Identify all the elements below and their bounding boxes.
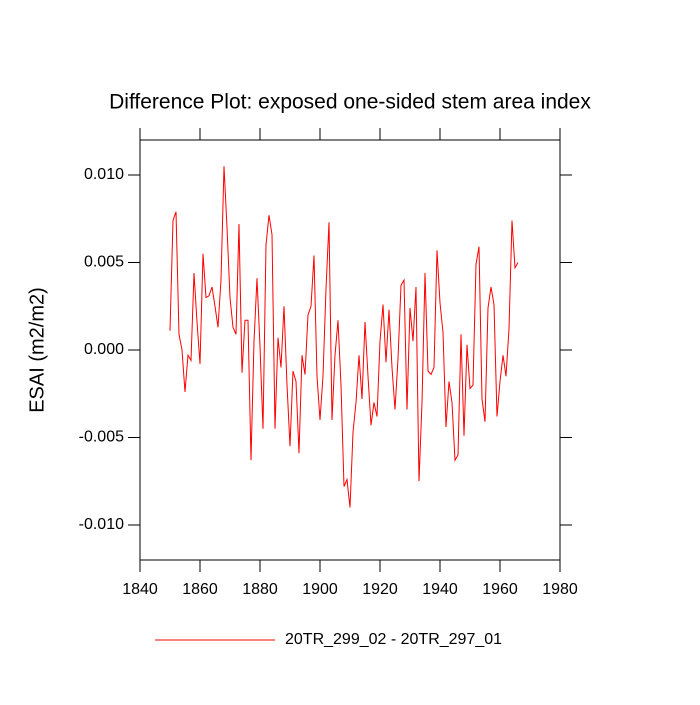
data-line: [169, 166, 519, 508]
chart-title: Difference Plot: exposed one-sided stem …: [109, 91, 591, 114]
legend-label: 20TR_299_02 - 20TR_297_01: [285, 631, 502, 648]
x-tick-label: 1880: [242, 581, 278, 598]
y-tick-label: 0.005: [84, 254, 124, 271]
y-tick-label: -0.005: [79, 429, 124, 446]
y-axis-label: ESAI (m2/m2): [26, 287, 48, 413]
x-tick-label: 1960: [482, 581, 518, 598]
x-tick-label: 1940: [422, 581, 458, 598]
x-tick-label: 1900: [302, 581, 338, 598]
y-tick-label: 0.000: [84, 341, 124, 358]
y-tick-label: -0.010: [79, 516, 124, 533]
x-tick-label: 1840: [122, 581, 158, 598]
x-tick-label: 1920: [362, 581, 398, 598]
x-tick-label: 1860: [182, 581, 218, 598]
x-tick-label: 1980: [542, 581, 578, 598]
y-tick-label: 0.010: [84, 166, 124, 183]
